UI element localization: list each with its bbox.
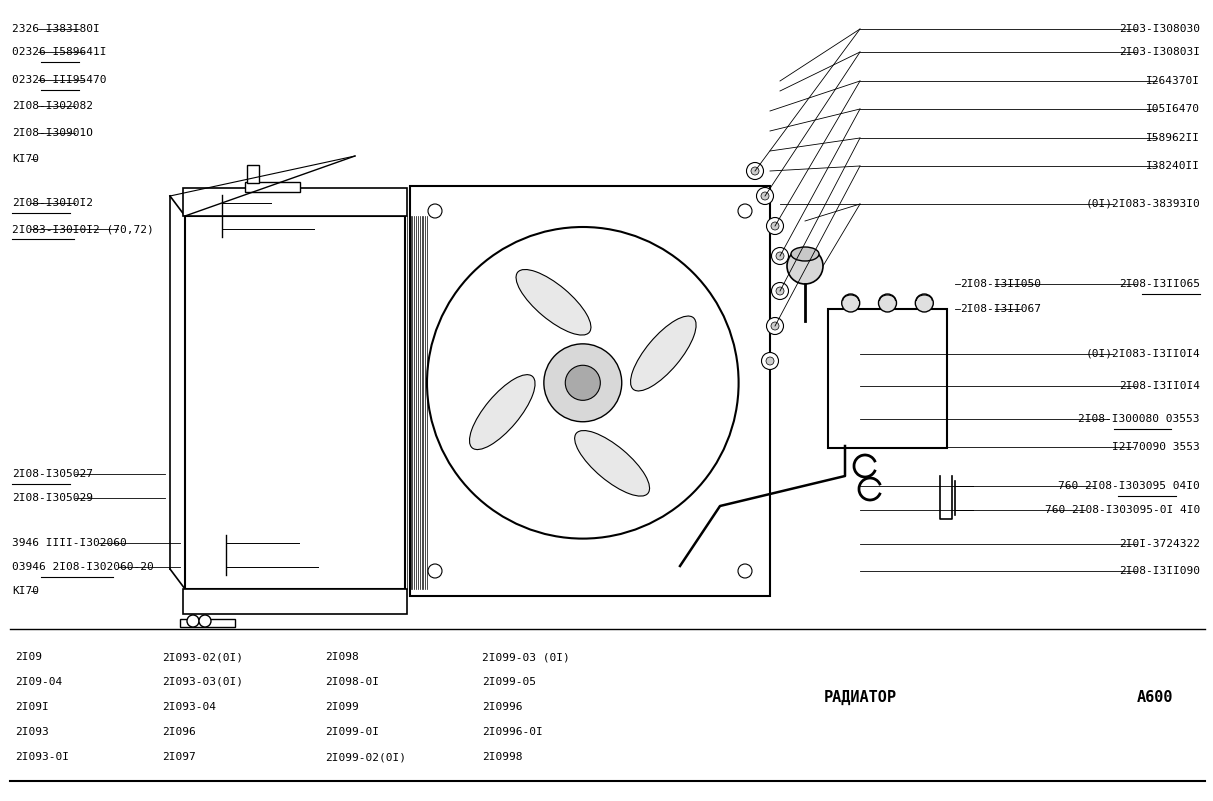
Text: 2I099-0I: 2I099-0I (325, 727, 378, 737)
Text: 2I08-I3II0I4: 2I08-I3II0I4 (1120, 381, 1200, 391)
Text: 2I09I: 2I09I (15, 702, 49, 712)
Text: 02326 III95470: 02326 III95470 (12, 75, 107, 85)
Text: A600: A600 (1137, 690, 1173, 705)
Text: 2I097: 2I097 (163, 752, 195, 762)
Bar (245, 182, 300, 192)
Text: 2326 I383I80I: 2326 I383I80I (12, 24, 99, 34)
Text: 760 2I08-I303095-0I 4I0: 760 2I08-I303095-0I 4I0 (1044, 505, 1200, 515)
Circle shape (751, 167, 759, 175)
Circle shape (767, 317, 784, 335)
Text: 2I098-0I: 2I098-0I (325, 677, 378, 687)
Text: 2I093-03(0I): 2I093-03(0I) (163, 677, 243, 687)
Text: РАДИАТОР: РАДИАТОР (824, 690, 896, 705)
Circle shape (757, 187, 774, 204)
Text: 2I0996: 2I0996 (482, 702, 523, 712)
Text: 2I093-04: 2I093-04 (163, 702, 216, 712)
Text: 2I099-02(0I): 2I099-02(0I) (325, 752, 406, 762)
Ellipse shape (791, 247, 819, 261)
Text: 2I099-05: 2I099-05 (482, 677, 536, 687)
Text: 2I096: 2I096 (163, 727, 195, 737)
Bar (247, 165, 260, 183)
Circle shape (543, 344, 622, 422)
Circle shape (771, 248, 788, 264)
Text: 2I08-I305027: 2I08-I305027 (12, 469, 93, 479)
Text: I264370I: I264370I (1146, 76, 1200, 86)
Ellipse shape (516, 269, 591, 335)
Circle shape (565, 365, 600, 400)
Text: KI70: KI70 (12, 154, 39, 164)
Text: 2I08-I3II067: 2I08-I3II067 (959, 304, 1041, 314)
Ellipse shape (469, 375, 535, 449)
FancyBboxPatch shape (828, 309, 947, 448)
Circle shape (767, 218, 784, 235)
Circle shape (746, 163, 763, 179)
Text: 2I093: 2I093 (15, 727, 49, 737)
Bar (180, 619, 235, 627)
Text: 02326 I589641I: 02326 I589641I (12, 47, 107, 57)
Text: 2I08-I30901O: 2I08-I30901O (12, 128, 93, 138)
Text: 2I08-I305029: 2I08-I305029 (12, 493, 93, 503)
Text: 2I03-I30803I: 2I03-I30803I (1120, 47, 1200, 57)
Text: 2I0I-3724322: 2I0I-3724322 (1120, 539, 1200, 549)
Text: 2I09-04: 2I09-04 (15, 677, 62, 687)
Text: I2I70090 3553: I2I70090 3553 (1112, 442, 1200, 452)
Ellipse shape (575, 430, 650, 496)
Text: 2I08-I3II090: 2I08-I3II090 (1120, 566, 1200, 576)
Circle shape (842, 294, 860, 312)
Text: (0I)2I083-38393I0: (0I)2I083-38393I0 (1086, 199, 1200, 209)
Circle shape (765, 357, 774, 365)
Text: 2I03-I308030: 2I03-I308030 (1120, 24, 1200, 34)
Text: 2I08-I300080 03553: 2I08-I300080 03553 (1078, 414, 1200, 424)
Circle shape (199, 615, 211, 627)
Text: 760 2I08-I303095 04I0: 760 2I08-I303095 04I0 (1058, 481, 1200, 491)
Bar (410, 186, 770, 596)
Circle shape (878, 294, 896, 312)
Text: 2I0996-0I: 2I0996-0I (482, 727, 542, 737)
Circle shape (771, 222, 779, 230)
Circle shape (771, 283, 788, 300)
Circle shape (762, 352, 779, 369)
Text: 2I08-I302082: 2I08-I302082 (12, 101, 93, 111)
Text: 2I08-I3II065: 2I08-I3II065 (1120, 279, 1200, 289)
FancyBboxPatch shape (183, 188, 408, 216)
Circle shape (916, 294, 933, 312)
Text: 2I098: 2I098 (325, 652, 359, 662)
Text: 2I0998: 2I0998 (482, 752, 523, 762)
Text: 2I08-I3II050: 2I08-I3II050 (959, 279, 1041, 289)
Ellipse shape (631, 316, 696, 391)
FancyBboxPatch shape (183, 589, 408, 614)
Circle shape (427, 227, 739, 538)
Text: KI70: KI70 (12, 586, 39, 596)
Text: 2I09: 2I09 (15, 652, 42, 662)
Text: 2I099: 2I099 (325, 702, 359, 712)
Circle shape (428, 564, 442, 578)
Text: 2I093-0I: 2I093-0I (15, 752, 69, 762)
Circle shape (428, 204, 442, 218)
Text: I58962II: I58962II (1146, 133, 1200, 143)
Text: 2I099-03 (0I): 2I099-03 (0I) (482, 652, 570, 662)
Text: (0I)2I083-I3II0I4: (0I)2I083-I3II0I4 (1086, 349, 1200, 359)
Text: 2I08-I30I0I2: 2I08-I30I0I2 (12, 198, 93, 208)
Circle shape (776, 287, 784, 295)
Text: 3946 IIII-I302060: 3946 IIII-I302060 (12, 538, 126, 548)
Text: 03946 2I08-I302060-20: 03946 2I08-I302060-20 (12, 562, 154, 572)
Text: 2I093-02(0I): 2I093-02(0I) (163, 652, 243, 662)
Circle shape (738, 564, 752, 578)
Circle shape (787, 248, 822, 284)
Circle shape (761, 192, 769, 200)
Circle shape (771, 322, 779, 330)
Text: I38240II: I38240II (1146, 161, 1200, 171)
Text: 2I083-I30I0I2 (70,72): 2I083-I30I0I2 (70,72) (12, 224, 154, 234)
Circle shape (738, 204, 752, 218)
Circle shape (776, 252, 784, 260)
Text: I05I6470: I05I6470 (1146, 104, 1200, 114)
Circle shape (187, 615, 199, 627)
